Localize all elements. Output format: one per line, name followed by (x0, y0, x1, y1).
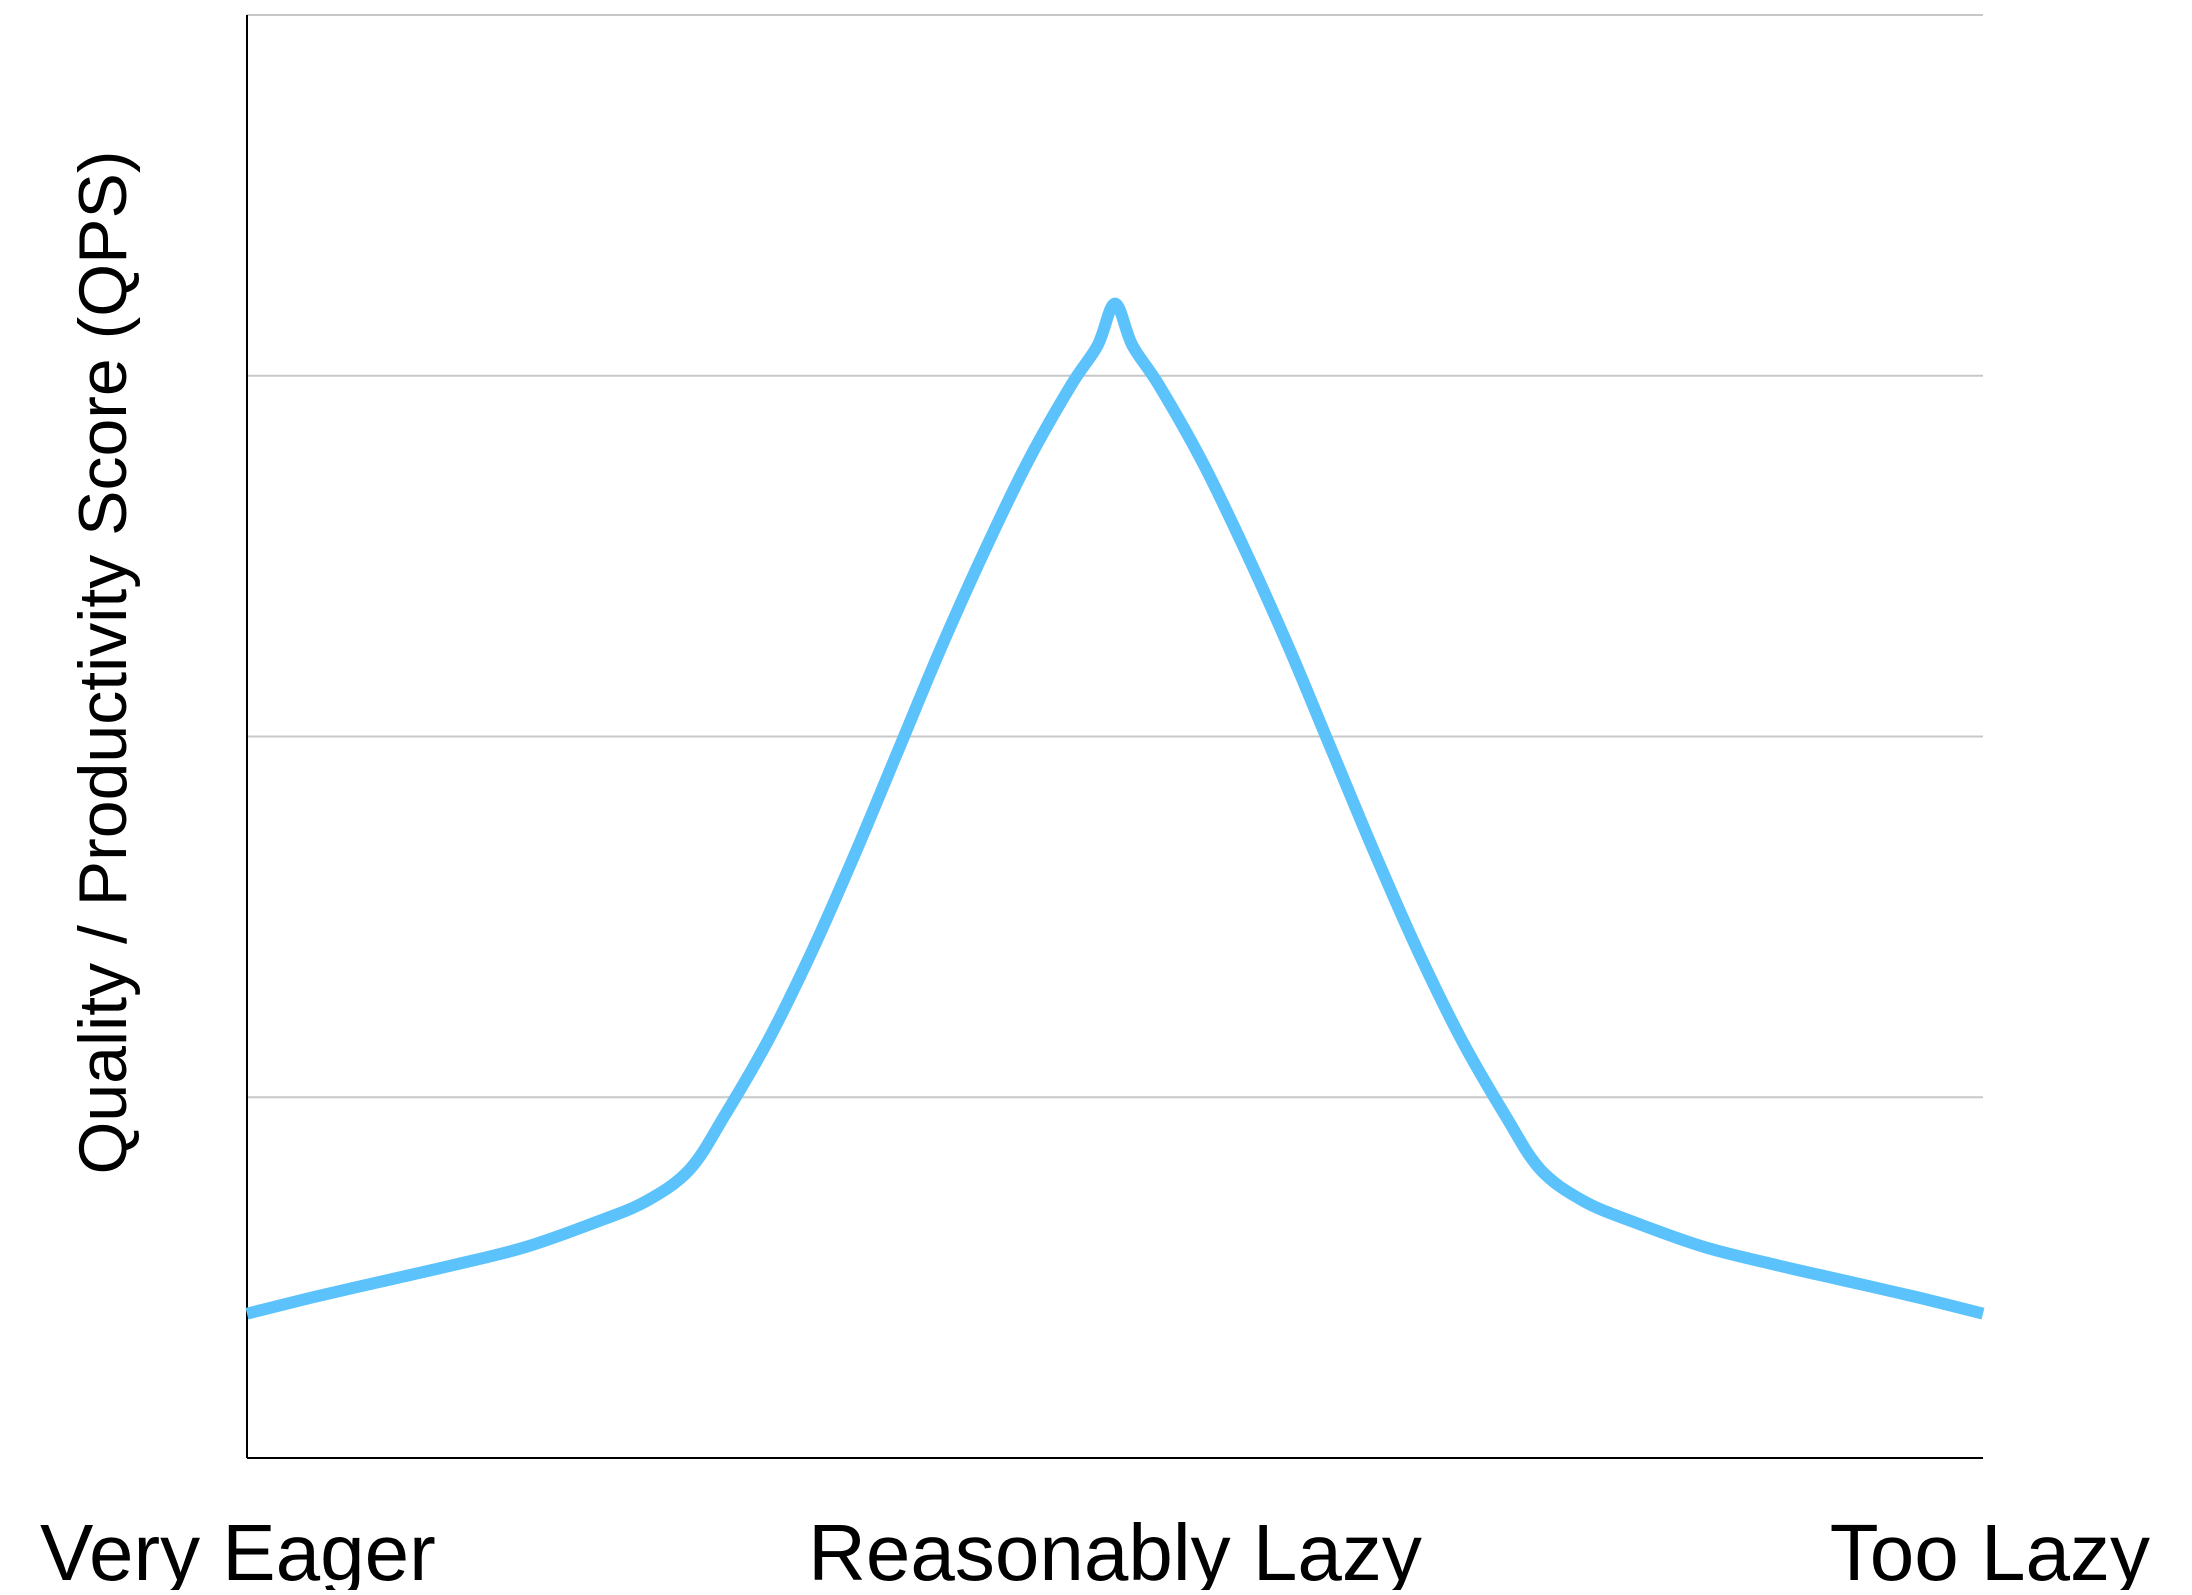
y-axis-label: Quality / Productivity Score (QPS) (65, 150, 141, 1174)
series-line (245, 297, 1985, 1320)
x-tick-label: Too Lazy (1830, 1508, 2150, 1590)
x-tick-labels: Very Eager Reasonably Lazy Too Lazy (40, 1508, 2150, 1595)
grid-lines (247, 14, 1983, 1099)
series-layer (245, 297, 1985, 1320)
x-tick-label: Reasonably Lazy (808, 1508, 1422, 1590)
axes (246, 15, 1983, 1459)
x-tick-label: Very Eager (40, 1508, 436, 1590)
